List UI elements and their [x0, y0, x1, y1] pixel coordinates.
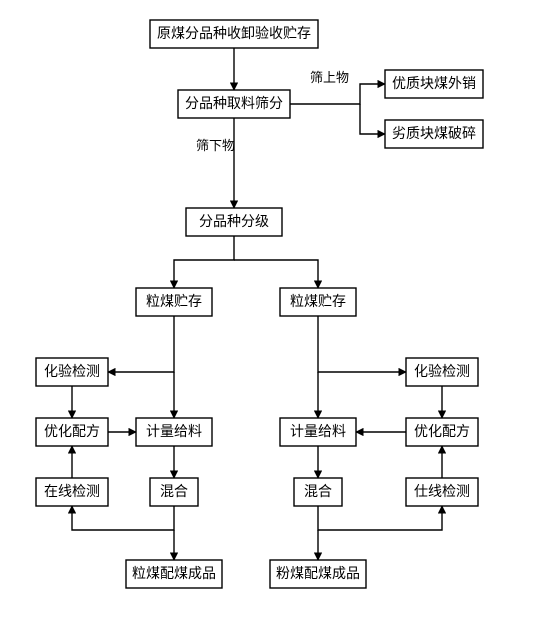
node-n3: 优质块煤外销 — [385, 70, 483, 98]
node-label-n3: 优质块煤外销 — [392, 76, 476, 92]
node-label-n14: 优化配方 — [414, 424, 470, 440]
node-n14: 优化配方 — [406, 418, 478, 446]
node-n5: 分品种分级 — [186, 208, 282, 236]
node-n1: 原煤分品种收卸验收贮存 — [150, 20, 318, 48]
flowchart-canvas: 原煤分品种收卸验收贮存分品种取料筛分优质块煤外销劣质块煤破碎分品种分级粒煤贮存粒… — [0, 0, 547, 622]
edge-5 — [234, 260, 318, 288]
node-label-n6b: 粒煤贮存 — [290, 294, 346, 310]
node-label-n16: 仕线检测 — [414, 484, 470, 500]
edge-11 — [72, 506, 174, 530]
node-label-n11: 混合 — [160, 484, 188, 500]
node-label-n15: 计量给料 — [290, 424, 346, 440]
node-n15: 计量给料 — [280, 418, 356, 446]
node-n11: 混合 — [150, 478, 198, 506]
node-label-n10: 在线检测 — [44, 484, 100, 500]
node-n6: 粒煤贮存 — [136, 288, 212, 316]
node-n9: 计量给料 — [136, 418, 212, 446]
node-label-n12: 粒煤配煤成品 — [132, 566, 216, 582]
edge-14 — [318, 316, 406, 372]
node-n17: 混合 — [294, 478, 342, 506]
edge-19 — [318, 506, 442, 530]
edge-label-1: 筛下物 — [196, 138, 235, 153]
node-label-n1: 原煤分品种收卸验收贮存 — [157, 26, 311, 42]
node-label-n4: 劣质块煤破碎 — [392, 126, 476, 142]
node-n12: 粒煤配煤成品 — [126, 560, 222, 588]
node-label-n18: 粉煤配煤成品 — [276, 566, 360, 582]
node-n16: 仕线检测 — [406, 478, 478, 506]
node-n18: 粉煤配煤成品 — [270, 560, 366, 588]
node-label-n13: 化验检测 — [414, 364, 470, 380]
node-label-n5: 分品种分级 — [199, 214, 269, 230]
edge-6 — [108, 316, 174, 372]
node-n6b: 粒煤贮存 — [280, 288, 356, 316]
node-n7: 化验检测 — [36, 358, 108, 386]
node-n13: 化验检测 — [406, 358, 478, 386]
node-label-n17: 混合 — [304, 484, 332, 500]
node-label-n2: 分品种取料筛分 — [185, 96, 283, 112]
edge-4 — [174, 236, 234, 288]
node-n10: 在线检测 — [36, 478, 108, 506]
node-label-n7: 化验检测 — [44, 364, 100, 380]
node-n4: 劣质块煤破碎 — [385, 120, 483, 148]
node-n2: 分品种取料筛分 — [178, 90, 290, 118]
node-label-n9: 计量给料 — [146, 424, 202, 440]
edge-1 — [290, 84, 385, 104]
edge-2 — [360, 104, 385, 134]
edge-label-0: 筛上物 — [310, 70, 349, 85]
node-n8: 优化配方 — [36, 418, 108, 446]
node-label-n6: 粒煤贮存 — [146, 294, 202, 310]
node-label-n8: 优化配方 — [44, 424, 100, 440]
